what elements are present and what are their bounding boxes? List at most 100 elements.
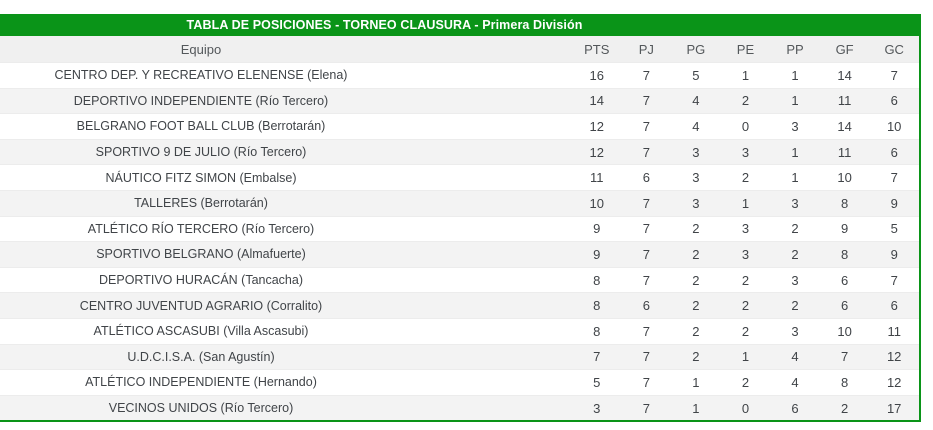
stat-cell-pp: 4 bbox=[791, 374, 799, 390]
stat-cell-gc: 12 bbox=[886, 349, 902, 365]
stat-cell-pts: 5 bbox=[593, 374, 601, 390]
stat-cell-gf: 8 bbox=[840, 246, 849, 262]
stat-cell-pj: 7 bbox=[642, 400, 650, 416]
table-row: BELGRANO FOOT BALL CLUB (Berrotarán) 12 7 4… bbox=[0, 113, 919, 140]
stat-cell-pp: 2 bbox=[791, 221, 799, 237]
stat-cell-pj: 7 bbox=[642, 323, 650, 339]
stat-cell-pts: 8 bbox=[593, 323, 601, 339]
stat-cell-gc: 6 bbox=[890, 93, 898, 109]
table-row: CENTRO JUVENTUD AGRARIO (Corralito) 8 6 2 2 2… bbox=[0, 292, 919, 319]
stat-cell-pp: 2 bbox=[791, 298, 799, 314]
stat-cell-gc: 12 bbox=[886, 374, 902, 390]
stat-cell-pp: 3 bbox=[791, 195, 799, 211]
table-title: TABLA DE POSICIONES - TORNEO CLAUSURA - … bbox=[186, 18, 583, 32]
stat-cell-pg: 3 bbox=[692, 170, 700, 186]
stat-cell-pp: 2 bbox=[791, 246, 799, 262]
team-name: CENTRO JUVENTUD AGRARIO (Corralito) bbox=[79, 298, 323, 313]
stat-cell-pg: 1 bbox=[692, 400, 700, 416]
stat-cell-pe: 2 bbox=[741, 323, 750, 339]
table-row: SPORTIVO BELGRANO (Almafuerte) 9 7 2 3 2 8 9 bbox=[0, 241, 919, 268]
stat-cell-gc: 9 bbox=[890, 246, 898, 262]
stat-cell-pg: 5 bbox=[692, 67, 700, 83]
stat-cell-pe: 3 bbox=[741, 221, 750, 237]
stat-cell-pp: 3 bbox=[791, 272, 799, 288]
stat-cell-pts: 8 bbox=[593, 272, 601, 288]
stat-cell-gf: 9 bbox=[840, 221, 849, 237]
stat-cell-pj: 6 bbox=[642, 298, 650, 314]
stat-cell-gf: 8 bbox=[840, 374, 849, 390]
team-name: DEPORTIVO INDEPENDIENTE (Río Tercero) bbox=[73, 93, 329, 108]
team-name: ATLÉTICO INDEPENDIENTE (Hernando) bbox=[85, 375, 317, 390]
table-row: NÁUTICO FITZ SIMON (Embalse) 11 6 3 2 1 10 7 bbox=[0, 164, 919, 191]
stat-cell-pe: 2 bbox=[741, 298, 750, 314]
stat-cell-gf: 2 bbox=[840, 400, 849, 416]
stat-cell-pg: 2 bbox=[692, 349, 700, 365]
team-name: VECINOS UNIDOS (Río Tercero) bbox=[108, 401, 294, 416]
stat-cell-pe: 2 bbox=[741, 93, 750, 109]
stat-cell-pj: 7 bbox=[642, 272, 650, 288]
stat-cell-gc: 17 bbox=[886, 400, 902, 416]
standings-table: Equipo PTS PJ PG PE PP GF GC CENTRO DEP. Y RECR… bbox=[0, 36, 919, 421]
stat-cell-pe: 1 bbox=[741, 67, 750, 83]
stat-cell-pg: 4 bbox=[692, 93, 700, 109]
column-header-equipo: Equipo bbox=[0, 36, 572, 63]
stat-cell-pj: 7 bbox=[642, 118, 650, 134]
stat-cell-gf: 7 bbox=[840, 349, 849, 365]
team-name: BELGRANO FOOT BALL CLUB (Berrotarán) bbox=[76, 119, 326, 134]
team-name: TALLERES (Berrotarán) bbox=[134, 196, 268, 211]
column-header-pts: PTS bbox=[572, 36, 622, 63]
stat-cell-pe: 2 bbox=[741, 170, 750, 186]
stat-cell-gf: 11 bbox=[837, 144, 852, 160]
table-row: CENTRO DEP. Y RECREATIVO ELENENSE (Elena… bbox=[0, 62, 919, 89]
stat-cell-gf: 14 bbox=[837, 67, 852, 83]
stat-cell-pp: 1 bbox=[791, 93, 799, 109]
stat-cell-pts: 9 bbox=[593, 246, 601, 262]
stat-cell-pg: 2 bbox=[692, 246, 700, 262]
stat-cell-gf: 6 bbox=[840, 298, 849, 314]
stat-cell-pts: 7 bbox=[593, 349, 601, 365]
stat-cell-pts: 9 bbox=[593, 221, 601, 237]
stat-cell-gf: 14 bbox=[837, 118, 852, 134]
column-header-pp: PP bbox=[770, 36, 820, 63]
stat-cell-pp: 3 bbox=[791, 118, 799, 134]
stat-cell-pg: 3 bbox=[692, 195, 700, 211]
stat-cell-pj: 6 bbox=[642, 170, 650, 186]
stat-cell-pj: 7 bbox=[642, 67, 650, 83]
team-name: ATLÉTICO RÍO TERCERO (Río Tercero) bbox=[87, 221, 315, 236]
table-row: DEPORTIVO INDEPENDIENTE (Río Tercero) 14 7… bbox=[0, 88, 919, 114]
stat-cell-pj: 7 bbox=[642, 374, 650, 390]
stat-cell-pg: 3 bbox=[692, 144, 700, 160]
table-body: CENTRO DEP. Y RECREATIVO ELENENSE (Elena… bbox=[0, 62, 919, 421]
stat-cell-pts: 12 bbox=[589, 118, 605, 134]
stat-cell-gf: 10 bbox=[837, 170, 852, 186]
stat-cell-pts: 12 bbox=[589, 144, 605, 160]
stat-cell-pp: 1 bbox=[791, 144, 799, 160]
team-name: SPORTIVO 9 DE JULIO (Río Tercero) bbox=[95, 145, 307, 160]
stat-cell-pts: 16 bbox=[589, 67, 605, 83]
stat-cell-pg: 2 bbox=[692, 272, 700, 288]
table-title-bar: TABLA DE POSICIONES - TORNEO CLAUSURA - … bbox=[0, 14, 919, 36]
table-row: SPORTIVO 9 DE JULIO (Río Tercero) 12 7 3 3 1 1… bbox=[0, 139, 919, 165]
table-row: ATLÉTICO RÍO TERCERO (Río Tercero) 9 7 2 3 2 9… bbox=[0, 216, 919, 242]
stat-cell-pp: 4 bbox=[791, 349, 799, 365]
stat-cell-pe: 1 bbox=[741, 349, 750, 365]
stat-cell-pg: 4 bbox=[692, 118, 700, 134]
stat-cell-pj: 7 bbox=[642, 221, 650, 237]
stat-cell-pg: 2 bbox=[692, 221, 700, 237]
stat-cell-pts: 10 bbox=[589, 195, 605, 211]
stat-cell-pe: 2 bbox=[741, 272, 750, 288]
stat-cell-pts: 3 bbox=[593, 400, 601, 416]
table-row: TALLERES (Berrotarán) 10 7 3 1 3 8 9 bbox=[0, 190, 919, 217]
column-header-pj: PJ bbox=[621, 36, 672, 63]
column-header-pe: PE bbox=[720, 36, 771, 63]
stat-cell-pj: 7 bbox=[642, 246, 650, 262]
stat-cell-gc: 7 bbox=[890, 170, 898, 186]
table-row: DEPORTIVO HURACÁN (Tancacha) 8 7 2 2 3 6 7 bbox=[0, 267, 919, 293]
team-name: ATLÉTICO ASCASUBI (Villa Ascasubi) bbox=[93, 324, 309, 339]
stat-cell-pe: 0 bbox=[741, 400, 750, 416]
stat-cell-pe: 2 bbox=[741, 374, 750, 390]
stat-cell-gc: 10 bbox=[886, 118, 902, 134]
stat-cell-pts: 8 bbox=[593, 298, 601, 314]
stat-cell-gc: 5 bbox=[890, 221, 898, 237]
